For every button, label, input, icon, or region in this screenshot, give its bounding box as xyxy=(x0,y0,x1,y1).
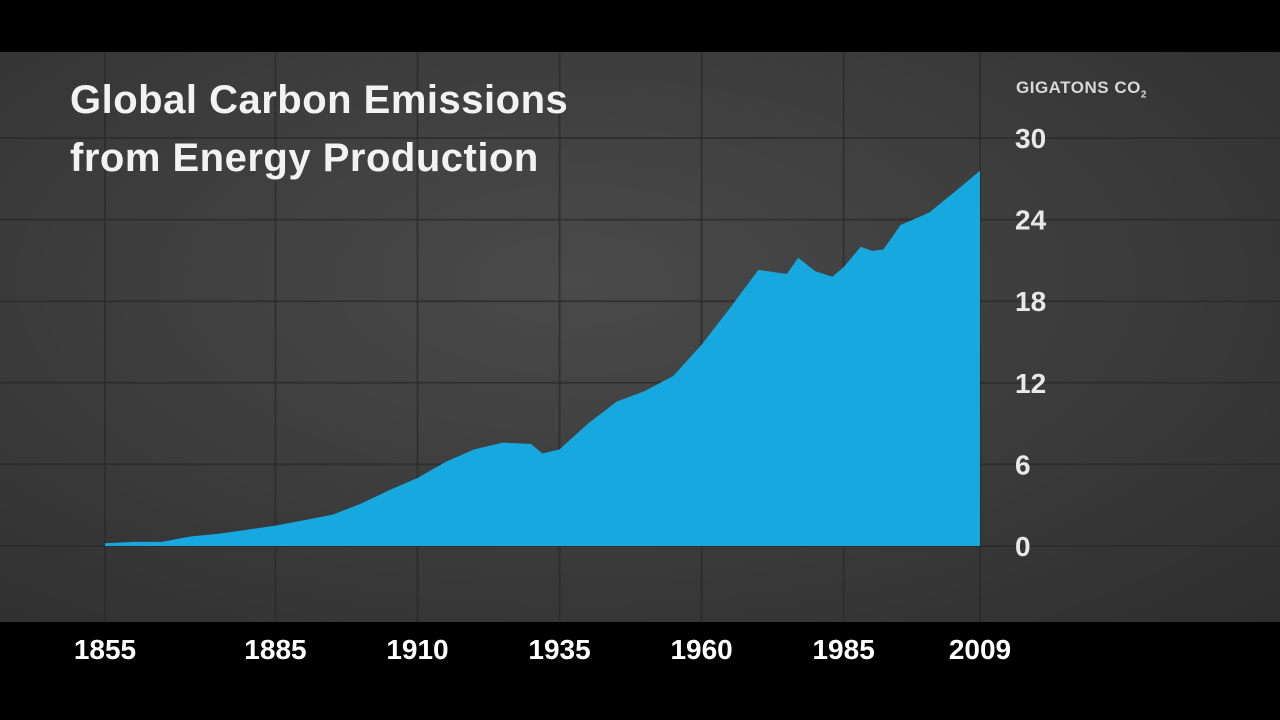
x-tick-label: 1885 xyxy=(244,634,306,665)
x-tick-label: 1985 xyxy=(812,634,874,665)
y-tick-label: 24 xyxy=(1015,205,1047,236)
emissions-area xyxy=(105,170,980,546)
y-tick-label: 30 xyxy=(1015,123,1046,154)
chart-title-line-1: Global Carbon Emissions xyxy=(70,78,569,122)
x-tick-label: 1960 xyxy=(670,634,732,665)
x-tick-label: 1910 xyxy=(386,634,448,665)
x-tick-label: 2009 xyxy=(949,634,1011,665)
x-tick-label: 1935 xyxy=(528,634,590,665)
x-tick-label: 1855 xyxy=(74,634,136,665)
y-tick-label: 0 xyxy=(1015,531,1031,562)
area-series xyxy=(105,170,980,546)
y-tick-label: 18 xyxy=(1015,286,1046,317)
chart-title-line-2: from Energy Production xyxy=(70,136,539,180)
y-axis-ticks: 0 6 12 18 24 30 xyxy=(1015,123,1047,562)
x-axis-ticks: 1855 1885 1910 1935 1960 1985 2009 xyxy=(74,634,1011,665)
y-tick-label: 12 xyxy=(1015,368,1046,399)
y-axis-unit-label: GIGATONS CO2 xyxy=(1016,78,1147,100)
unit-subscript: 2 xyxy=(1140,89,1147,101)
unit-text: GIGATONS CO xyxy=(1016,78,1141,97)
y-tick-label: 6 xyxy=(1015,449,1031,480)
